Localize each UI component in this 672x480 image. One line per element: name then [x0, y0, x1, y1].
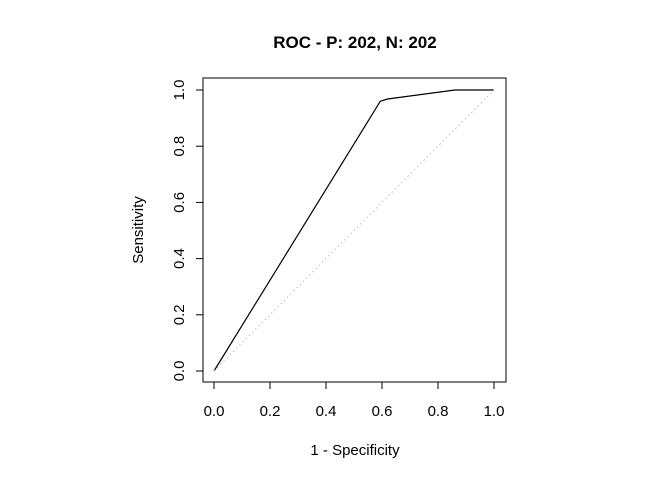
x-tick-label: 0.8: [428, 403, 449, 420]
x-tick-label: 0.4: [316, 403, 337, 420]
x-axis: 0.0 0.2 0.4 0.6 0.8 1.0: [204, 381, 505, 420]
x-tick-label: 0.2: [260, 403, 281, 420]
x-tick-label: 1.0: [484, 403, 505, 420]
y-tick-label: 0.0: [171, 361, 188, 382]
y-axis: 0.0 0.2 0.4 0.6 0.8 1.0: [171, 80, 204, 382]
x-tick-label: 0.6: [372, 403, 393, 420]
series-layer: [213, 89, 495, 372]
y-axis-label: Sensitivity: [130, 196, 147, 264]
roc-curve-line: [213, 89, 494, 372]
x-axis-label: 1 - Specificity: [310, 442, 400, 459]
chart-title: ROC - P: 202, N: 202: [273, 33, 436, 52]
y-tick-label: 1.0: [171, 80, 188, 101]
y-tick-label: 0.4: [171, 248, 188, 269]
y-tick-label: 0.8: [171, 136, 188, 157]
x-tick-label: 0.0: [204, 403, 225, 420]
chance-diagonal-line: [213, 89, 495, 372]
y-tick-label: 0.6: [171, 192, 188, 213]
y-tick-label: 0.2: [171, 304, 188, 325]
